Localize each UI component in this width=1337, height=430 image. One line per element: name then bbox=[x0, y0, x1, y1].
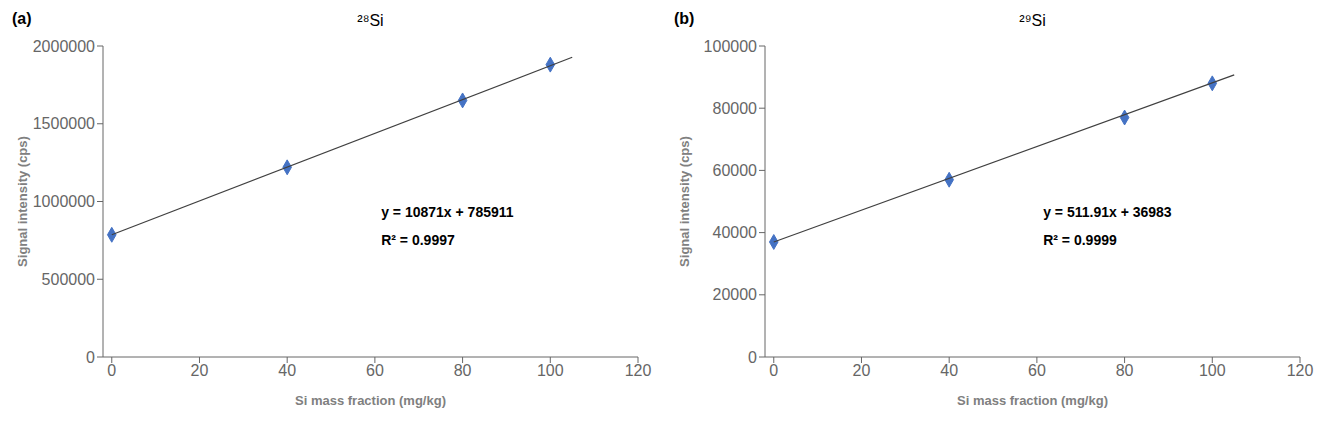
svg-text:0: 0 bbox=[748, 349, 757, 366]
svg-text:60: 60 bbox=[1028, 362, 1046, 379]
svg-text:60000: 60000 bbox=[713, 162, 758, 179]
svg-text:20: 20 bbox=[191, 362, 209, 379]
svg-text:20000: 20000 bbox=[713, 286, 758, 303]
html-text:y = 511.91x + 36983: y = 511.91x + 36983 bbox=[1043, 204, 1172, 221]
svg-text:80000: 80000 bbox=[713, 100, 758, 117]
svg-text:0: 0 bbox=[769, 362, 778, 379]
svg-text:80: 80 bbox=[454, 362, 472, 379]
svg-text:1500000: 1500000 bbox=[33, 115, 95, 132]
svg-text:80: 80 bbox=[1116, 362, 1134, 379]
svg-text:60: 60 bbox=[366, 362, 384, 379]
html-text:R² = 0.9997: R² = 0.9997 bbox=[381, 232, 455, 249]
svg-text:Signal intensity (cps): Signal intensity (cps) bbox=[15, 136, 30, 267]
svg-text:100: 100 bbox=[537, 362, 564, 379]
svg-text:Signal intensity (cps): Signal intensity (cps) bbox=[677, 136, 692, 267]
svg-text:0: 0 bbox=[86, 349, 95, 366]
svg-text:40: 40 bbox=[940, 362, 958, 379]
html-text:(a): (a) bbox=[12, 10, 32, 27]
svg-text:0: 0 bbox=[107, 362, 116, 379]
html-text:(b): (b) bbox=[674, 10, 695, 27]
svg-text:20: 20 bbox=[853, 362, 871, 379]
svg-text:2000000: 2000000 bbox=[33, 38, 95, 55]
html-text:R² = 0.9999: R² = 0.9999 bbox=[1043, 232, 1117, 249]
html-text:²⁸Si: ²⁸Si bbox=[357, 12, 384, 29]
svg-text:500000: 500000 bbox=[42, 271, 95, 288]
svg-text:120: 120 bbox=[625, 362, 652, 379]
svg-text:100: 100 bbox=[1199, 362, 1226, 379]
svg-text:40: 40 bbox=[278, 362, 296, 379]
html-text:y = 10871x + 785911: y = 10871x + 785911 bbox=[381, 204, 514, 221]
svg-text:40000: 40000 bbox=[713, 224, 758, 241]
html-text:²⁹Si: ²⁹Si bbox=[1019, 12, 1046, 29]
svg-text:Si mass fraction (mg/kg): Si mass fraction (mg/kg) bbox=[295, 393, 446, 408]
svg-text:100000: 100000 bbox=[704, 38, 757, 55]
svg-text:1000000: 1000000 bbox=[33, 193, 95, 210]
svg-text:120: 120 bbox=[1287, 362, 1314, 379]
svg-text:Si mass fraction (mg/kg): Si mass fraction (mg/kg) bbox=[957, 393, 1108, 408]
